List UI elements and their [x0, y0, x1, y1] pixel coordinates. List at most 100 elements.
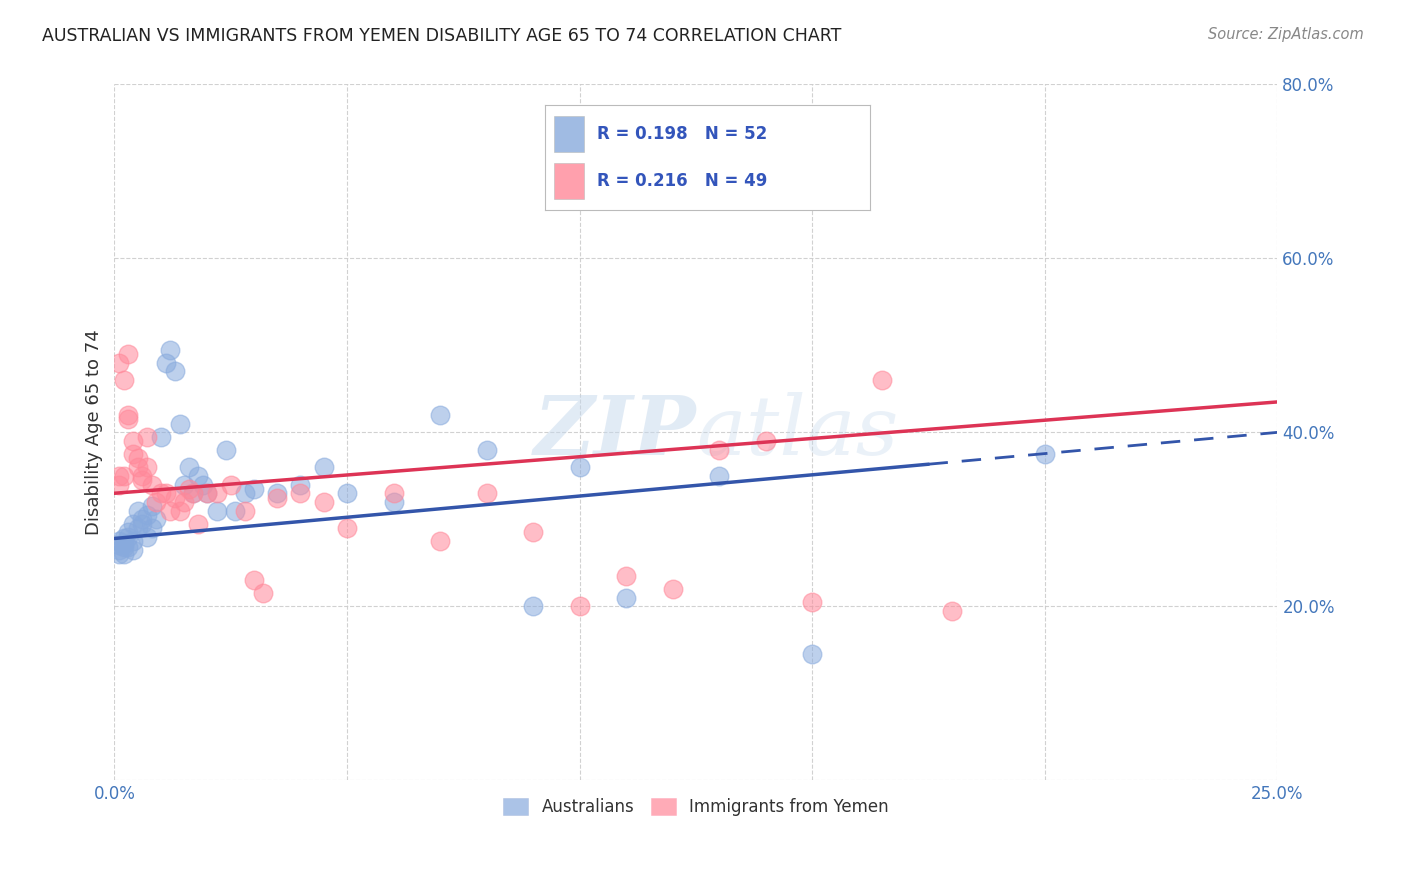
Point	[117, 525, 139, 540]
Point	[122, 534, 145, 549]
Point	[197, 486, 219, 500]
Point	[108, 356, 131, 370]
Point	[382, 486, 405, 500]
Point	[522, 599, 544, 614]
Point	[941, 604, 963, 618]
Point	[149, 430, 172, 444]
Point	[112, 373, 135, 387]
Point	[183, 486, 205, 500]
Point	[661, 582, 683, 596]
Point	[568, 460, 591, 475]
Point	[136, 530, 159, 544]
Point	[108, 468, 131, 483]
Point	[159, 343, 181, 357]
Point	[707, 468, 730, 483]
Point	[233, 486, 256, 500]
Point	[136, 430, 159, 444]
Point	[127, 451, 149, 466]
Point	[149, 486, 172, 500]
Point	[173, 495, 195, 509]
Point	[169, 503, 191, 517]
Point	[169, 417, 191, 431]
Point	[475, 486, 498, 500]
Point	[131, 468, 153, 483]
Point	[522, 525, 544, 540]
Legend: Australians, Immigrants from Yemen: Australians, Immigrants from Yemen	[495, 789, 897, 824]
Point	[233, 503, 256, 517]
Point	[112, 468, 135, 483]
Point	[173, 477, 195, 491]
Point	[131, 516, 153, 531]
Point	[108, 542, 131, 557]
Point	[243, 482, 266, 496]
Point	[127, 521, 149, 535]
Point	[205, 486, 228, 500]
Point	[177, 482, 200, 496]
Point	[187, 468, 209, 483]
Point	[108, 547, 131, 561]
Point	[475, 442, 498, 457]
Point	[429, 534, 451, 549]
Point	[614, 591, 637, 605]
Point	[614, 569, 637, 583]
Point	[145, 495, 167, 509]
Point	[266, 491, 288, 505]
Point	[122, 434, 145, 448]
Point	[755, 434, 778, 448]
Point	[177, 460, 200, 475]
Point	[163, 491, 186, 505]
Point	[382, 495, 405, 509]
Point	[205, 503, 228, 517]
Point	[224, 503, 246, 517]
Point	[141, 521, 163, 535]
Point	[112, 540, 135, 554]
Point	[117, 412, 139, 426]
Point	[112, 532, 135, 546]
Text: AUSTRALIAN VS IMMIGRANTS FROM YEMEN DISABILITY AGE 65 TO 74 CORRELATION CHART: AUSTRALIAN VS IMMIGRANTS FROM YEMEN DISA…	[42, 27, 842, 45]
Point	[141, 500, 163, 514]
Point	[197, 486, 219, 500]
Point	[159, 503, 181, 517]
Text: atlas: atlas	[696, 392, 898, 473]
Point	[243, 573, 266, 587]
Point	[252, 586, 274, 600]
Point	[1033, 447, 1056, 461]
Point	[117, 347, 139, 361]
Point	[336, 521, 359, 535]
Text: Source: ZipAtlas.com: Source: ZipAtlas.com	[1208, 27, 1364, 42]
Point	[127, 503, 149, 517]
Point	[219, 477, 242, 491]
Point	[183, 486, 205, 500]
Point	[312, 495, 335, 509]
Point	[117, 408, 139, 422]
Point	[568, 599, 591, 614]
Point	[122, 516, 145, 531]
Point	[122, 447, 145, 461]
Point	[131, 512, 153, 526]
Point	[108, 477, 131, 491]
Point	[112, 537, 135, 551]
Point	[131, 473, 153, 487]
Point	[112, 547, 135, 561]
Point	[163, 364, 186, 378]
Point	[429, 408, 451, 422]
Point	[801, 595, 824, 609]
Point	[336, 486, 359, 500]
Point	[155, 486, 177, 500]
Point	[312, 460, 335, 475]
Point	[215, 442, 238, 457]
Point	[141, 477, 163, 491]
Point	[136, 508, 159, 522]
Point	[145, 512, 167, 526]
Point	[127, 460, 149, 475]
Point	[187, 516, 209, 531]
Y-axis label: Disability Age 65 to 74: Disability Age 65 to 74	[86, 329, 103, 535]
Point	[870, 373, 893, 387]
Point	[290, 477, 312, 491]
Point	[122, 542, 145, 557]
Point	[155, 356, 177, 370]
Point	[801, 647, 824, 661]
Point	[191, 477, 214, 491]
Point	[108, 538, 131, 552]
Point	[117, 530, 139, 544]
